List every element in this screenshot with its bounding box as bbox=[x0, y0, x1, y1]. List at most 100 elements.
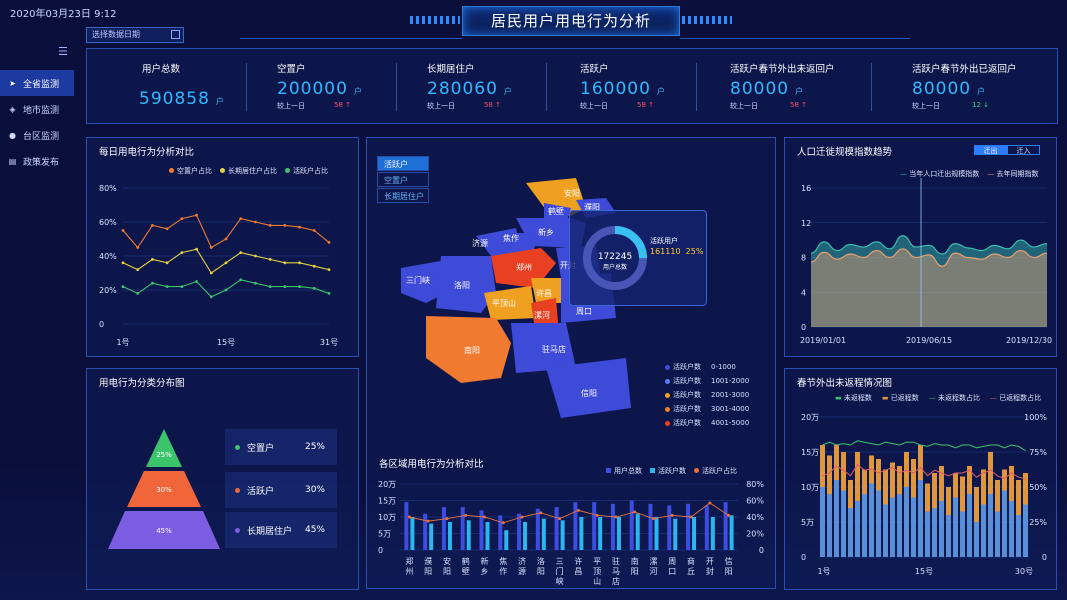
legend-item[interactable]: — 去年同期指数 bbox=[987, 169, 1038, 179]
map-region-xinyang[interactable] bbox=[546, 358, 631, 418]
series-area bbox=[811, 235, 1047, 327]
tab-outbound[interactable]: 迁出 bbox=[974, 145, 1007, 155]
menu-toggle-icon[interactable]: ☰ bbox=[58, 45, 68, 58]
map-region-pingdingshan[interactable] bbox=[484, 286, 536, 320]
kpi-label: 用户总数 bbox=[142, 64, 181, 75]
legend-item[interactable]: 长期居住户占比 bbox=[220, 166, 277, 176]
data-point bbox=[121, 285, 125, 288]
data-point bbox=[327, 268, 331, 271]
map-region-xuchang[interactable] bbox=[531, 278, 566, 303]
legend-item[interactable]: — 未返程数占比 bbox=[929, 393, 980, 403]
kpi-value: 160000 户 bbox=[580, 79, 666, 99]
bar-active-users bbox=[673, 518, 678, 550]
y-tick-label: 20% bbox=[99, 286, 117, 295]
migration-tabs: 迁出 迁入 bbox=[974, 145, 1040, 155]
bar-returned bbox=[848, 480, 853, 508]
map-city-label: 郑州 bbox=[516, 262, 532, 272]
location-arrow-icon: ➤ bbox=[9, 78, 16, 88]
tab-active-users[interactable]: 活跃户 bbox=[377, 156, 429, 171]
data-point bbox=[483, 515, 486, 519]
x-tick-label: 15号 bbox=[217, 338, 235, 347]
arrow-up-icon: ↑ bbox=[801, 101, 808, 109]
legend-item[interactable]: ▬ 已返程数 bbox=[882, 393, 919, 403]
bar-returned bbox=[967, 466, 972, 494]
kpi-delta-value: 58 bbox=[637, 101, 646, 109]
pyramid-tier-active[interactable] bbox=[127, 471, 201, 507]
map-region-anyang[interactable] bbox=[526, 178, 586, 216]
arrow-up-icon: ↑ bbox=[345, 101, 352, 109]
pyramid-tier-long-term[interactable] bbox=[108, 511, 220, 549]
tab-long-term-users[interactable]: 长期居住户 bbox=[377, 188, 429, 203]
legend-item[interactable]: — 当年人口迁出规模指数 bbox=[900, 169, 979, 179]
data-point bbox=[727, 513, 731, 517]
data-point bbox=[633, 510, 637, 514]
data-point bbox=[195, 247, 198, 251]
y-tick-label: 8 bbox=[801, 254, 806, 263]
legend-item[interactable]: 活跃户数 bbox=[650, 466, 686, 476]
y2-tick-label: 100% bbox=[1024, 413, 1047, 422]
legend-item[interactable]: — 已返程数占比 bbox=[990, 393, 1041, 403]
bar-not-returned bbox=[834, 480, 839, 557]
kpi-label: 活跃户春节外出未返回户 bbox=[730, 64, 835, 75]
x-tick-label: 阳 bbox=[424, 567, 432, 576]
kpi-label: 空置户 bbox=[277, 64, 306, 75]
legend-item[interactable]: 用户总数 bbox=[606, 466, 642, 476]
x-tick-label: 三 bbox=[556, 557, 564, 566]
bar-total-users bbox=[648, 503, 653, 550]
pyramid-row-pct: 30% bbox=[304, 485, 325, 495]
bar-active-users bbox=[692, 517, 697, 550]
kpi-label: 活跃户春节外出已返回户 bbox=[912, 64, 1017, 75]
pyramid-row-label: 活跃户 bbox=[247, 486, 275, 497]
arrow-down-icon: ↓ bbox=[983, 101, 990, 109]
bar-not-returned bbox=[869, 483, 874, 557]
map-legend: 活跃户数 0-1000 活跃户数 1001-2000 活跃户数 2001-3000 活… bbox=[665, 360, 749, 430]
donut-series-number: 161110 bbox=[650, 247, 681, 256]
bar-returned bbox=[1002, 469, 1007, 491]
map-region-zhumadian[interactable] bbox=[511, 323, 576, 373]
bar-not-returned bbox=[848, 508, 853, 557]
bar-returned bbox=[946, 487, 951, 515]
tab-vacant-users[interactable]: 空置户 bbox=[377, 172, 429, 187]
map-region-nanyang[interactable] bbox=[426, 316, 511, 383]
data-point bbox=[614, 515, 618, 519]
bar-not-returned bbox=[827, 494, 832, 557]
map-region-jiaozuo[interactable] bbox=[511, 233, 536, 254]
map-city-label: 周口 bbox=[576, 307, 592, 316]
legend-swatch: — bbox=[900, 170, 907, 178]
data-point bbox=[283, 224, 287, 227]
panel-title: 用电行为分类分布图 bbox=[99, 378, 185, 389]
bar-returned bbox=[834, 445, 839, 480]
sidebar-item-policy[interactable]: ▤ 政策发布 bbox=[0, 148, 74, 174]
series-line bbox=[122, 214, 330, 249]
legend-item[interactable]: 活跃户占比 bbox=[285, 166, 328, 176]
y2-tick-label: 0 bbox=[1042, 553, 1047, 562]
pyramid-tier-vacant[interactable] bbox=[146, 429, 182, 467]
map-region-luoyang[interactable] bbox=[436, 256, 496, 313]
legend-item[interactable]: 空置户占比 bbox=[169, 166, 212, 176]
legend-item[interactable]: 活跃户占比 bbox=[694, 466, 737, 476]
x-tick-label: 阳 bbox=[725, 567, 733, 576]
sidebar-item-station[interactable]: ● 台区监测 bbox=[0, 122, 74, 148]
sidebar-item-city[interactable]: ◈ 地市监测 bbox=[0, 96, 74, 122]
date-picker[interactable]: 选择数据日期 bbox=[86, 27, 184, 43]
tab-inbound[interactable]: 迁入 bbox=[1007, 145, 1040, 155]
legend-swatch: — bbox=[987, 170, 995, 178]
data-point bbox=[180, 217, 184, 220]
data-point bbox=[652, 517, 655, 521]
kpi-unit: 户 bbox=[215, 97, 225, 106]
data-point bbox=[283, 285, 287, 288]
sidebar-item-province[interactable]: ➤ 全省监测 bbox=[0, 70, 74, 96]
map-region-jiyuan[interactable] bbox=[476, 228, 521, 256]
pyramid-label: 25% bbox=[156, 451, 172, 459]
x-tick-label: 郑 bbox=[405, 556, 413, 566]
map-region-luohe[interactable] bbox=[531, 298, 558, 323]
y-tick-label: 15万 bbox=[801, 448, 819, 457]
legend-item[interactable]: ▬ 未返程数 bbox=[835, 393, 872, 403]
map-legend-item: 活跃户数 2001-3000 bbox=[665, 388, 749, 402]
x-tick-label: 2019/12/30 bbox=[1006, 336, 1052, 345]
x-tick-label: 焦 bbox=[499, 556, 507, 566]
x-tick-label: 平 bbox=[593, 557, 601, 566]
x-tick-label: 封 bbox=[706, 566, 714, 576]
y-tick-label: 5万 bbox=[378, 530, 391, 539]
y2-tick-label: 75% bbox=[1029, 448, 1047, 457]
